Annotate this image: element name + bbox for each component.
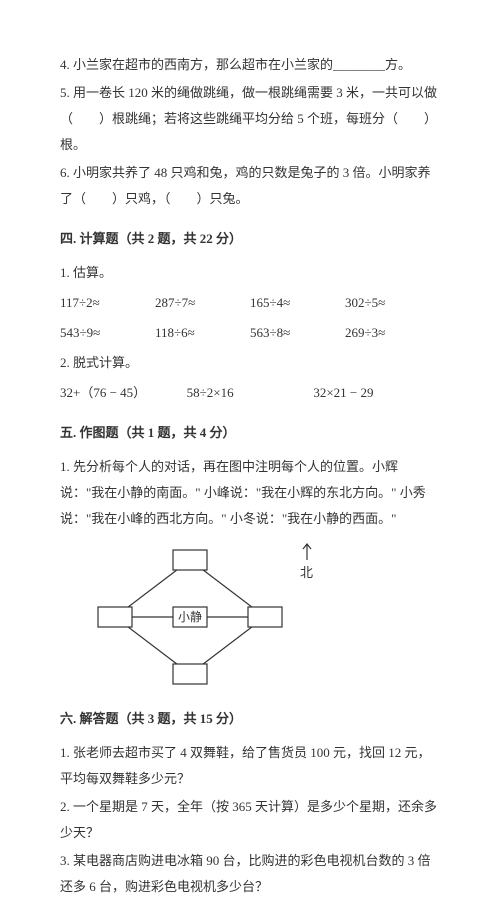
diagram-container: 小静 北 xyxy=(90,542,440,692)
north-text: 北 xyxy=(300,565,313,580)
calc-cell: 302÷5≈ xyxy=(345,290,440,316)
calc-q1-label: 1. 估算。 xyxy=(60,260,440,286)
solve-q2: 2. 一个星期是 7 天，全年（按 365 天计算）是多少个星期，还余多少天？ xyxy=(60,794,440,846)
draw-q1: 1. 先分析每个人的对话，再在图中注明每个人的位置。小辉说："我在小静的南面。"… xyxy=(60,454,440,532)
calc-cell: 287÷7≈ xyxy=(155,290,250,316)
calc-row-1: 117÷2≈ 287÷7≈ 165÷4≈ 302÷5≈ xyxy=(60,290,440,316)
calc-cell: 32+（76 − 45） xyxy=(60,380,187,406)
calc-cell: 32×21 − 29 xyxy=(313,380,440,406)
solve-q3: 3. 某电器商店购进电冰箱 90 台，比购进的彩色电视机台数的 3 倍还多 6 … xyxy=(60,848,440,900)
fill-q6: 6. 小明家共养了 48 只鸡和兔，鸡的只数是兔子的 3 倍。小明家养了（ ）只… xyxy=(60,160,440,212)
calc-cell: 563÷8≈ xyxy=(250,320,345,346)
calc-cell: 117÷2≈ xyxy=(60,290,155,316)
section6-title: 六. 解答题（共 3 题，共 15 分） xyxy=(60,706,440,732)
calc-q2-label: 2. 脱式计算。 xyxy=(60,350,440,376)
calc-cell: 118÷6≈ xyxy=(155,320,250,346)
north-arrow-icon xyxy=(300,542,314,560)
calc-cell: 543÷9≈ xyxy=(60,320,155,346)
calc-row-2: 543÷9≈ 118÷6≈ 563÷8≈ 269÷3≈ xyxy=(60,320,440,346)
position-diagram: 小静 xyxy=(90,542,290,692)
north-indicator: 北 xyxy=(300,542,314,586)
fill-q5: 5. 用一卷长 120 米的绳做跳绳，做一根跳绳需要 3 米，一共可以做（ ）根… xyxy=(60,80,440,158)
section4-title: 四. 计算题（共 2 题，共 22 分） xyxy=(60,226,440,252)
svg-text:小静: 小静 xyxy=(178,610,202,624)
fill-q4: 4. 小兰家在超市的西南方，那么超市在小兰家的________方。 xyxy=(60,52,440,78)
section5-title: 五. 作图题（共 1 题，共 4 分） xyxy=(60,420,440,446)
solve-q1: 1. 张老师去超市买了 4 双舞鞋，给了售货员 100 元，找回 12 元，平均… xyxy=(60,740,440,792)
calc-cell: 165÷4≈ xyxy=(250,290,345,316)
calc-cell: 269÷3≈ xyxy=(345,320,440,346)
calc-cell: 58÷2×16 xyxy=(187,380,314,406)
calc-row-3: 32+（76 − 45） 58÷2×16 32×21 − 29 xyxy=(60,380,440,406)
